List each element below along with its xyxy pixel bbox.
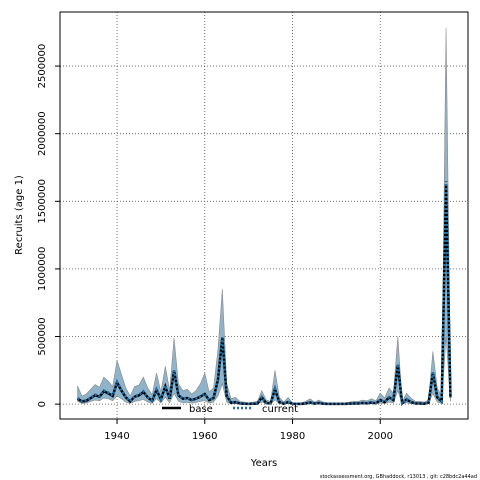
y-tick-label-0: 0 bbox=[37, 401, 48, 407]
series-line-base bbox=[76, 185, 452, 407]
legend-label-current: current bbox=[262, 404, 298, 415]
y-axis-title: Recruits (age 1) bbox=[14, 175, 25, 255]
series-line-current bbox=[76, 180, 452, 406]
confidence-band bbox=[77, 28, 451, 405]
x-axis: 1940 1960 1980 2000 bbox=[104, 419, 393, 442]
y-tick-label-3: 1500000 bbox=[37, 179, 48, 224]
y-tick-label-2: 1000000 bbox=[37, 247, 48, 292]
y-tick-label-5: 2500000 bbox=[37, 44, 48, 89]
plot-frame bbox=[59, 11, 469, 420]
legend-label-base: base bbox=[189, 404, 213, 415]
x-tick-label-2: 1980 bbox=[280, 431, 305, 442]
legend: base current bbox=[162, 404, 298, 415]
footer-text: stockassessment.org, GBhaddock, r13013 ,… bbox=[320, 474, 477, 480]
x-axis-title: Years bbox=[250, 458, 277, 469]
x-tick-label-3: 2000 bbox=[368, 431, 393, 442]
y-axis: 0 500000 1000000 1500000 2000000 2500000 bbox=[37, 44, 60, 407]
x-tick-label-1: 1960 bbox=[192, 431, 217, 442]
grid-lines bbox=[60, 12, 468, 419]
x-tick-label-0: 1940 bbox=[104, 431, 129, 442]
y-tick-label-4: 2000000 bbox=[37, 111, 48, 156]
y-tick-label-1: 500000 bbox=[37, 317, 48, 355]
